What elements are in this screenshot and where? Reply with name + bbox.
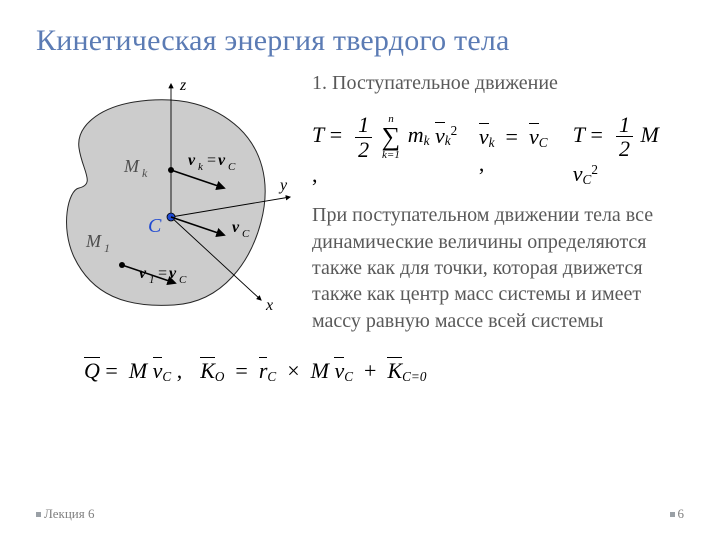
svg-text:v: v bbox=[169, 265, 177, 282]
page-number-value: 6 bbox=[678, 506, 685, 522]
formula-row-bottom: Q = M vC , KO = rC × M vC + KC=0 bbox=[84, 358, 684, 385]
svg-text:v: v bbox=[218, 152, 226, 169]
svg-text:C: C bbox=[242, 228, 250, 240]
svg-text:=: = bbox=[157, 265, 168, 282]
formula-vk-eq-vc: vk = vC , bbox=[479, 124, 555, 177]
footer-label: Лекция 6 bbox=[44, 506, 94, 522]
svg-text:1: 1 bbox=[104, 241, 110, 255]
formula-Q: Q = M vC , bbox=[84, 358, 182, 385]
page-title: Кинетическая энергия твердого тела bbox=[36, 24, 684, 58]
formula-row-top: T = 12 n∑k=1 mk vk2 , vk = vC , T = 12 M bbox=[312, 113, 684, 188]
svg-text:y: y bbox=[278, 177, 288, 194]
svg-text:v: v bbox=[139, 265, 147, 282]
svg-text:1: 1 bbox=[149, 274, 155, 286]
svg-text:x: x bbox=[265, 297, 273, 314]
footer-lecture: Лекция 6 bbox=[36, 506, 94, 522]
svg-text:v: v bbox=[188, 152, 196, 169]
svg-text:M: M bbox=[123, 156, 140, 176]
svg-text:M: M bbox=[85, 231, 102, 251]
svg-text:z: z bbox=[179, 77, 187, 94]
formula-T-sum: T = 12 n∑k=1 mk vk2 , bbox=[312, 113, 461, 187]
section-heading: 1. Поступательное движение bbox=[312, 72, 684, 95]
body-paragraph: При поступательном движении тела все дин… bbox=[312, 202, 684, 334]
svg-text:v: v bbox=[232, 219, 240, 236]
formula-KO: KO = rC × M vC + KC=0 bbox=[200, 358, 426, 385]
bullet-icon bbox=[36, 512, 41, 517]
svg-text:=: = bbox=[206, 152, 217, 169]
formula-T-mvc2: T = 12 M vC2 bbox=[573, 113, 684, 188]
bullet-icon bbox=[670, 512, 675, 517]
page-number: 6 bbox=[670, 506, 685, 522]
svg-text:k: k bbox=[142, 166, 148, 180]
svg-text:C: C bbox=[148, 215, 162, 237]
svg-text:C: C bbox=[179, 274, 187, 286]
svg-text:C: C bbox=[228, 161, 236, 173]
rigid-body-diagram: z y x C vC vk = vC v1 = vC bbox=[36, 72, 296, 322]
